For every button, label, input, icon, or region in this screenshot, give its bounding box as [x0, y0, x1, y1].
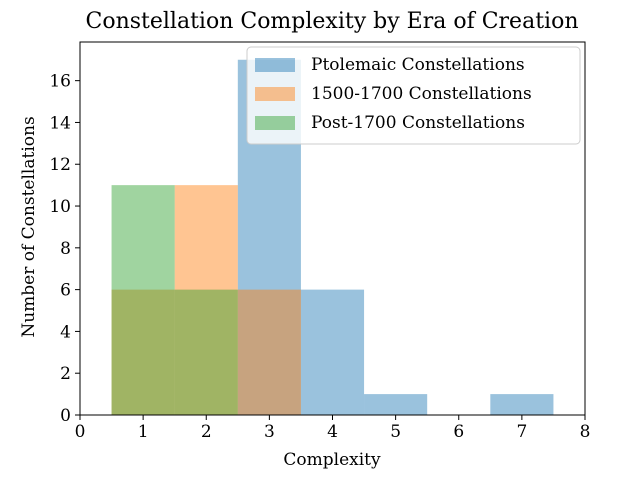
bar-post-1700-constellations-2: [174, 289, 238, 415]
y-tick-label: 10: [49, 197, 71, 217]
y-tick-label: 6: [60, 281, 71, 301]
x-tick-label: 6: [453, 422, 464, 442]
bar-ptolemaic-constellations-4: [300, 289, 365, 415]
bar-1500-1700-constellations-2: [174, 185, 238, 415]
x-tick-label: 3: [264, 422, 275, 442]
legend-swatch-1500-1700-constellations: [255, 87, 295, 101]
y-tick-label: 14: [49, 113, 71, 133]
y-tick-label: 12: [49, 155, 71, 175]
legend: Ptolemaic Constellations 1500-1700 Conste…: [246, 46, 581, 145]
legend-swatch-ptolemaic-constellations: [255, 58, 295, 72]
y-tick-label: 2: [60, 364, 71, 384]
bar-post-1700-constellations-1: [111, 185, 175, 415]
x-tick-label: 8: [580, 422, 591, 442]
y-axis-label: Number of Constellations: [19, 116, 39, 337]
legend-label-post-1700-constellations: Post-1700 Constellations: [311, 113, 525, 133]
bar-ptolemaic-constellations-5: [364, 394, 428, 415]
legend-label-ptolemaic-constellations: Ptolemaic Constellations: [311, 55, 525, 75]
bars-group: [111, 59, 554, 416]
chart-title: Constellation Complexity by Era of Creat…: [85, 9, 578, 34]
legend-swatch-post-1700-constellations: [255, 116, 295, 130]
x-tick-label: 5: [390, 422, 401, 442]
y-tick-label: 8: [60, 239, 71, 259]
x-tick-label: 2: [201, 422, 212, 442]
bar-ptolemaic-constellations-7: [490, 394, 554, 415]
legend-label-1500-1700-constellations: 1500-1700 Constellations: [311, 84, 532, 104]
x-axis-label: Complexity: [283, 450, 381, 470]
x-tick-label: 4: [327, 422, 338, 442]
x-tick-label: 7: [516, 422, 527, 442]
x-tick-label: 1: [138, 422, 149, 442]
y-tick-label: 16: [49, 72, 71, 92]
bar-1500-1700-constellations-1: [111, 289, 175, 415]
y-tick-label: 4: [60, 322, 71, 342]
x-tick-label: 0: [75, 422, 86, 442]
legend-box: [246, 46, 581, 145]
y-tick-label: 0: [60, 406, 71, 426]
bar-1500-1700-constellations-3: [237, 289, 301, 415]
